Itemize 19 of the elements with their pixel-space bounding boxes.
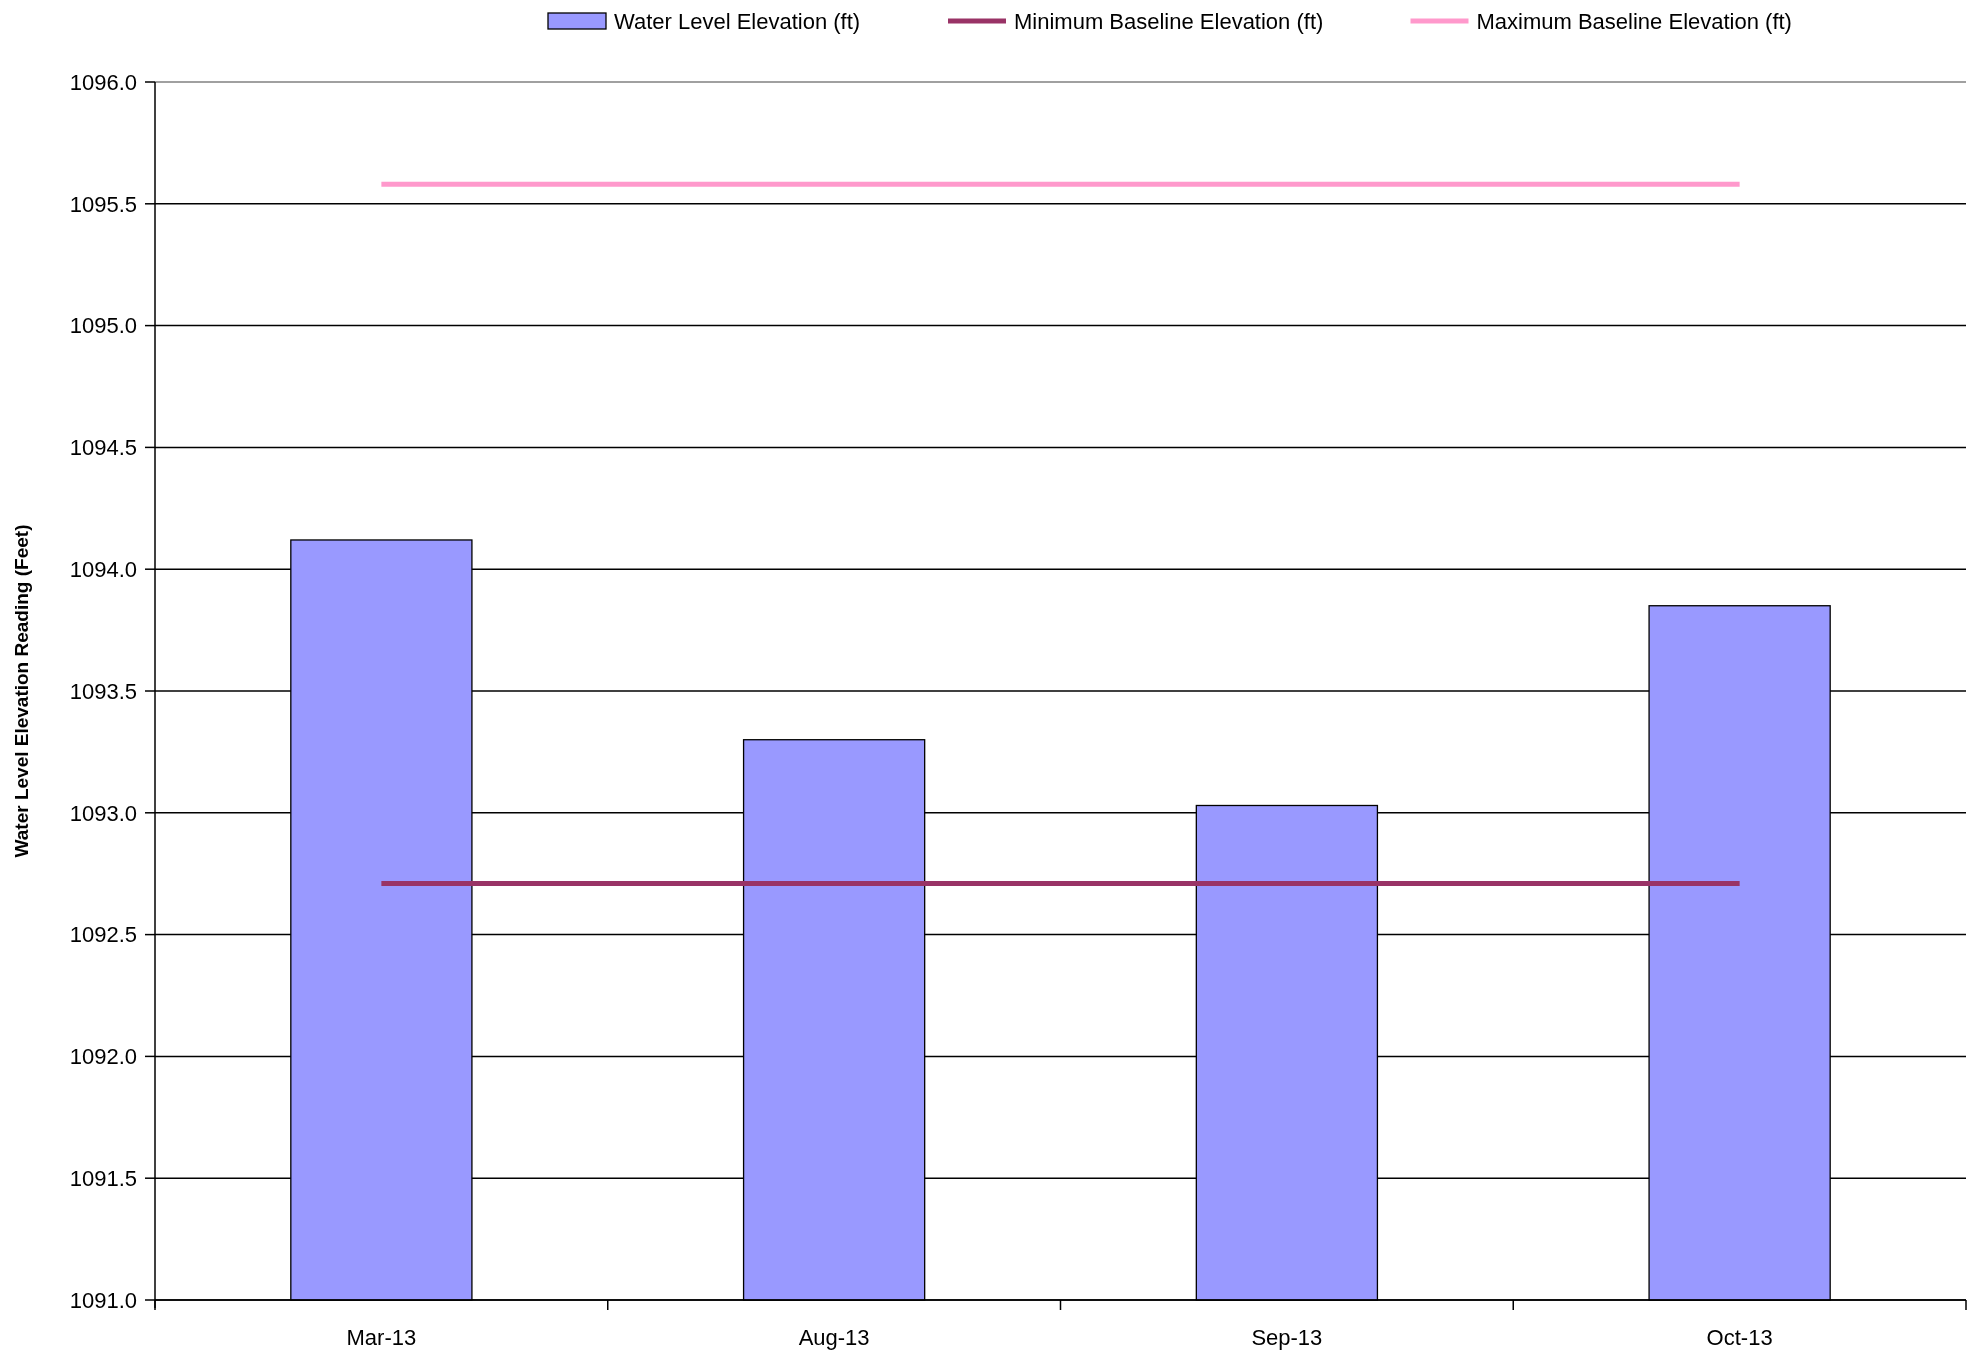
y-tick-label: 1093.0 [69, 800, 137, 826]
legend-label: Water Level Elevation (ft) [614, 8, 861, 34]
y-tick-label: 1092.5 [69, 922, 137, 948]
y-tick-label: 1094.5 [69, 435, 137, 461]
y-tick-label: 1096.0 [69, 69, 137, 95]
legend-label: Maximum Baseline Elevation (ft) [1476, 8, 1792, 34]
y-axis-title: Water Level Elevation Reading (Feet) [11, 524, 32, 858]
legend-label: Minimum Baseline Elevation (ft) [1014, 8, 1324, 34]
y-tick-label: 1092.0 [69, 1044, 137, 1070]
y-tick-label: 1093.5 [69, 678, 137, 704]
x-tick-label: Oct-13 [1706, 1325, 1773, 1350]
y-tick-label: 1091.5 [69, 1165, 137, 1191]
x-tick-label: Aug-13 [798, 1325, 870, 1350]
y-tick-label: 1091.0 [69, 1287, 137, 1313]
y-tick-label: 1094.0 [69, 556, 137, 582]
y-tick-label: 1095.5 [69, 191, 137, 217]
x-tick-label: Sep-13 [1251, 1325, 1323, 1350]
x-tick-label: Mar-13 [346, 1325, 417, 1350]
y-tick-label: 1095.0 [69, 313, 137, 339]
